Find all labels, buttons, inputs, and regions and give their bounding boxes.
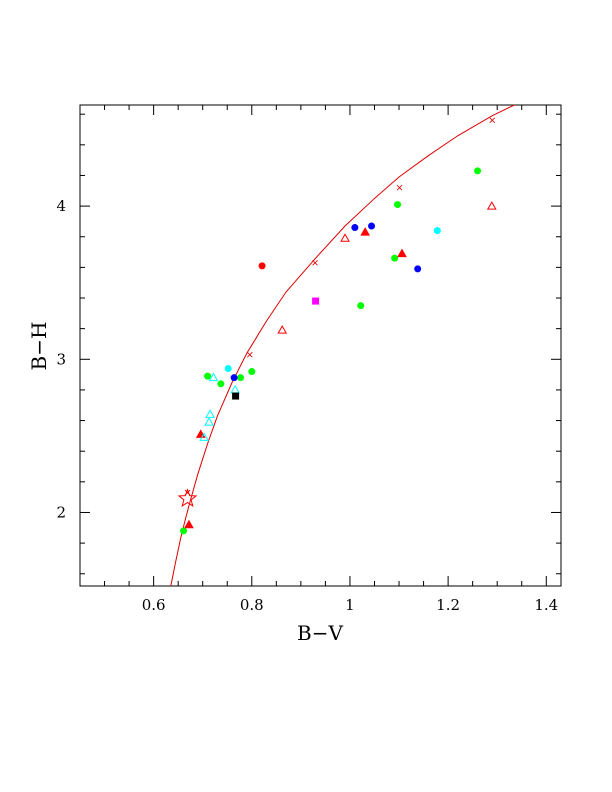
data-point-circle	[180, 527, 188, 535]
data-point-circle	[248, 368, 256, 376]
fit-curve-layer	[170, 104, 515, 587]
data-point-circle	[230, 374, 238, 382]
y-tick-labels: 2 3 4	[56, 197, 66, 521]
y-tick-label: 4	[56, 197, 66, 215]
curve-cross-mark	[247, 351, 253, 358]
data-point-circle	[217, 380, 225, 388]
x-tick-label: 1.2	[436, 596, 460, 614]
data-point-circle	[391, 254, 399, 262]
data-point-circle	[368, 222, 376, 230]
y-axis-title: B−H	[27, 322, 51, 371]
data-point-open-triangle	[199, 432, 210, 441]
fit-curve	[170, 104, 515, 587]
data-point-circle	[224, 364, 232, 372]
data-point-triangle	[360, 227, 371, 236]
x-tick-label: 0.8	[240, 596, 264, 614]
data-point-open-triangle	[208, 372, 219, 382]
data-point-circle	[357, 302, 365, 310]
data-point-circle	[351, 224, 359, 232]
data-point-triangle	[184, 519, 194, 529]
data-point-circle	[394, 201, 402, 209]
y-tick-label: 3	[56, 350, 66, 368]
curve-cross-mark	[489, 117, 496, 124]
data-point-open-triangle	[486, 201, 497, 210]
x-tick-label: 1	[345, 596, 355, 614]
x-axis-title: B−V	[297, 621, 343, 645]
axis-ticks	[79, 105, 561, 586]
data-point-circle	[433, 227, 441, 235]
curve-cross-mark	[312, 259, 318, 266]
data-points-layer	[177, 167, 497, 535]
data-point-circle	[474, 167, 482, 175]
data-point-square	[312, 297, 320, 305]
data-point-circle	[258, 262, 266, 270]
data-point-open-triangle	[230, 384, 240, 394]
x-tick-labels: 0.6 0.8 1 1.2 1.4	[142, 596, 559, 614]
data-point-open-triangle	[204, 417, 214, 426]
data-point-open-triangle	[340, 233, 350, 242]
data-point-star	[177, 488, 198, 508]
data-point-open-triangle	[277, 325, 288, 334]
x-tick-label: 1.4	[534, 596, 558, 614]
x-tick-label: 0.6	[142, 596, 166, 614]
data-point-circle	[204, 372, 212, 380]
plot-frame	[79, 104, 562, 587]
data-point-triangle	[397, 248, 407, 258]
data-point-open-triangle	[205, 409, 215, 418]
data-point-square	[232, 392, 240, 400]
data-point-circle	[237, 374, 244, 382]
data-point-circle	[414, 265, 422, 273]
y-tick-label: 2	[56, 503, 66, 521]
curve-cross-mark	[396, 184, 403, 191]
